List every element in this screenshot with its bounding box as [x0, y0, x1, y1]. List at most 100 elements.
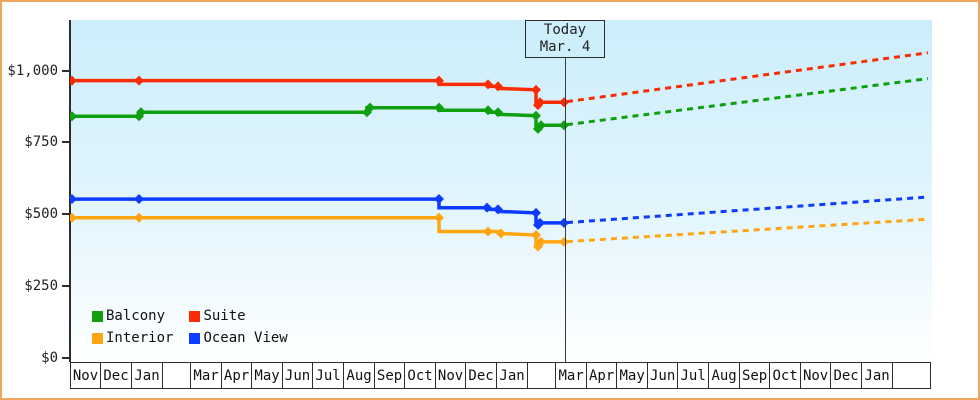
legend-swatch-icon: [92, 332, 103, 344]
data-point-marker: [531, 207, 541, 218]
data-point-marker: [559, 236, 569, 247]
month-cell-nov: Nov: [71, 363, 102, 388]
legend-swatch-icon: [189, 310, 201, 322]
legend-label: Balcony: [106, 308, 166, 324]
series-interior: [70, 212, 929, 252]
today-line: [565, 58, 566, 362]
data-point-marker: [365, 102, 375, 113]
plot-area-background: [71, 20, 932, 358]
data-point-marker: [70, 212, 77, 223]
month-cell-mar: Mar: [191, 363, 223, 388]
legend-item-interior: Interior: [92, 330, 173, 346]
month-cell-jan: Jan: [132, 363, 163, 388]
forecast-line: [566, 217, 929, 244]
series-suite: [70, 51, 929, 111]
month-cell-may: May: [252, 363, 284, 388]
month-cell-aug: Aug: [709, 363, 741, 388]
month-cell-sep: Sep: [740, 363, 771, 388]
month-cell-blank: [528, 363, 557, 388]
data-point-marker: [134, 75, 144, 86]
month-cell-apr: Apr: [587, 363, 618, 388]
data-point-marker: [483, 226, 493, 237]
data-point-marker: [70, 75, 77, 86]
month-cell-dec: Dec: [466, 363, 498, 388]
data-point-marker: [535, 217, 545, 228]
data-point-marker: [134, 212, 144, 223]
month-cell-blank: [893, 363, 930, 388]
month-cell-mar: Mar: [556, 363, 588, 388]
forecast-line: [566, 51, 929, 104]
data-point-marker: [536, 236, 546, 247]
y-axis-label: $500: [24, 206, 58, 223]
data-point-marker: [434, 212, 444, 223]
month-cell-jun: Jun: [283, 363, 314, 388]
month-cell-sep: Sep: [375, 363, 406, 388]
month-cell-dec: Dec: [101, 363, 132, 388]
month-cell-jul: Jul: [678, 363, 710, 388]
data-point-marker: [70, 111, 77, 122]
month-cell-blank: [163, 363, 192, 388]
data-point-marker: [535, 97, 545, 108]
month-cell-jan: Jan: [862, 363, 894, 388]
data-point-marker: [496, 228, 506, 239]
forecast-line: [566, 195, 929, 225]
data-point-marker: [136, 107, 146, 118]
legend-item-ocean-view: Ocean View: [189, 330, 288, 346]
chart-canvas: [70, 51, 929, 252]
month-cell-nov: Nov: [801, 363, 832, 388]
data-point-marker: [493, 204, 503, 215]
legend-label: Suite: [203, 308, 246, 324]
month-cell-oct: Oct: [405, 363, 437, 388]
data-point-marker: [134, 194, 144, 205]
month-cell-jul: Jul: [313, 363, 345, 388]
data-point-marker: [559, 217, 569, 228]
data-point-marker: [493, 107, 503, 118]
legend-swatch-icon: [189, 332, 201, 344]
y-axis-label: $750: [24, 134, 58, 151]
data-point-marker: [536, 120, 546, 131]
series-ocean-view: [70, 194, 929, 230]
month-cell-apr: Apr: [222, 363, 253, 388]
month-cell-may: May: [617, 363, 649, 388]
legend-label: Interior: [106, 330, 174, 346]
month-cell-jun: Jun: [648, 363, 679, 388]
y-axis-tick: [62, 69, 70, 72]
data-point-marker: [559, 97, 569, 108]
y-axis-tick: [62, 141, 70, 144]
today-marker-box: Today Mar. 4: [525, 20, 605, 58]
legend-swatch-icon: [92, 310, 103, 322]
y-axis-label: $0: [41, 350, 58, 366]
legend-item-suite: Suite: [189, 308, 287, 324]
data-point-marker: [531, 110, 541, 121]
y-axis-tick: [62, 213, 70, 216]
data-point-marker: [434, 102, 444, 113]
data-point-marker: [483, 105, 493, 116]
month-cell-nov: Nov: [436, 363, 467, 388]
data-point-marker: [482, 202, 492, 213]
legend-label: Ocean View: [203, 330, 288, 346]
x-axis-month-row: Nov Dec Jan Mar Apr May Jun Jul Aug Sep Oct Nov Dec J…: [70, 362, 931, 389]
y-axis-label: $250: [24, 278, 58, 295]
forecast-line: [566, 77, 929, 127]
month-cell-oct: Oct: [770, 363, 802, 388]
data-point-marker: [531, 84, 541, 95]
data-point-marker: [70, 194, 77, 205]
price-line: [72, 197, 564, 227]
data-point-marker: [434, 194, 444, 205]
series-balcony: [70, 77, 929, 134]
data-point-marker: [559, 120, 569, 131]
legend: Balcony Suite Interior Ocean View: [92, 308, 288, 346]
legend-item-balcony: Balcony: [92, 308, 173, 324]
data-point-marker: [493, 81, 503, 92]
today-date: Mar. 4: [539, 39, 591, 55]
y-axis-label: $1,000: [7, 62, 58, 79]
data-point-marker: [531, 229, 541, 240]
month-cell-aug: Aug: [344, 363, 376, 388]
y-axis-tick: [62, 285, 70, 288]
data-point-marker: [434, 75, 444, 86]
y-axis-line: [69, 20, 71, 362]
month-cell-jan: Jan: [497, 363, 529, 388]
month-cell-dec: Dec: [831, 363, 863, 388]
data-point-marker: [483, 79, 493, 90]
